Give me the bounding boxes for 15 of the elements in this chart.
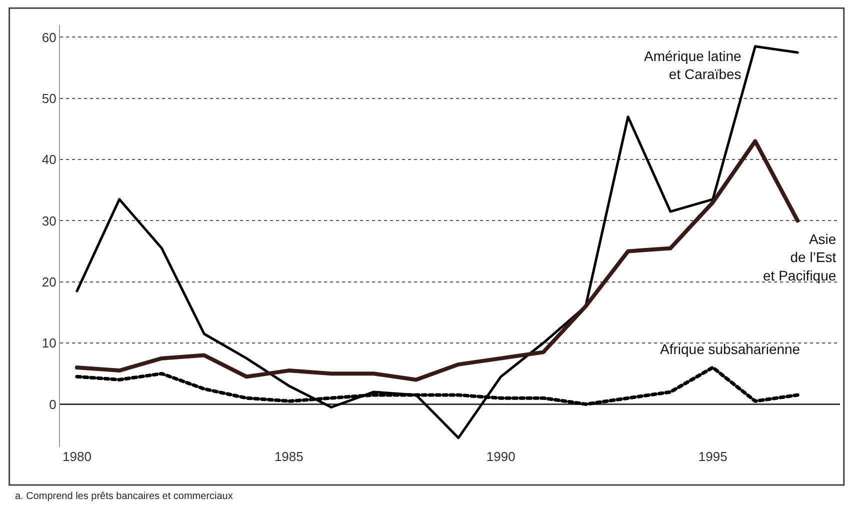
y-tick-label: 30 — [42, 213, 56, 228]
series-label: Afrique subsaharienne — [660, 341, 800, 357]
x-tick-label: 1985 — [274, 449, 304, 464]
y-tick-label: 10 — [42, 336, 56, 351]
x-tick-label: 1980 — [62, 449, 92, 464]
y-tick-label: 0 — [49, 396, 56, 412]
y-tick-label: 60 — [42, 30, 56, 45]
x-tick-label: 1995 — [698, 449, 728, 464]
series-label: Amérique latine et Caraïbes — [644, 48, 742, 82]
x-tick-label: 1990 — [486, 449, 516, 464]
text: a. Comprend les prêts bancaires et commerciaux — [15, 491, 233, 502]
y-tick-label: 40 — [42, 152, 56, 168]
y-tick-label: 20 — [42, 274, 56, 290]
text: Asie de l’Est et Pacifique — [763, 231, 836, 284]
y-tick-label: 50 — [42, 90, 56, 106]
